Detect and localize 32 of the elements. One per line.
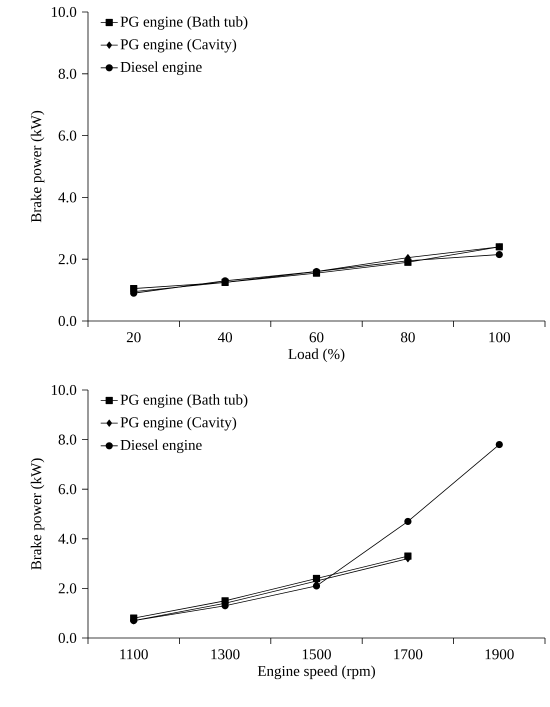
- y-tick-label: 8.0: [58, 434, 76, 445]
- x-tick-label: 40: [218, 332, 232, 342]
- x-tick-label: 1500: [302, 649, 331, 660]
- legend-label: Diesel engine: [120, 439, 202, 454]
- x-tick-label: 80: [400, 332, 415, 342]
- y-tick-label: 2.0: [58, 254, 76, 264]
- y-tick-label: 4.0: [58, 192, 76, 202]
- x-tick-label: 1300: [211, 649, 240, 660]
- y-tick-label: 6.0: [58, 484, 76, 494]
- y-tick-label: 6.0: [58, 130, 76, 141]
- legend-label: PG engine (Bath tub): [120, 394, 248, 408]
- x-tick-label: 1900: [486, 649, 514, 660]
- y-axis-title: Brake power (kW): [30, 458, 44, 570]
- y-tick-label: 0.0: [58, 316, 76, 326]
- x-axis-title: Engine speed (rpm): [258, 666, 376, 680]
- y-tick-label: 10.0: [52, 384, 76, 396]
- y-tick-label: 4.0: [58, 534, 76, 544]
- y-tick-label: 2.0: [58, 583, 76, 594]
- y-tick-label: 0.0: [58, 632, 76, 644]
- x-tick-label: 60: [310, 332, 324, 342]
- x-tick-label: 100: [489, 332, 510, 342]
- x-axis-title: Load (%): [288, 348, 344, 362]
- legend-label: Diesel engine: [120, 61, 202, 76]
- y-tick-label: 8.0: [58, 68, 76, 79]
- legend-label: PG engine (Cavity): [120, 38, 236, 52]
- legend-label: PG engine (Cavity): [120, 416, 236, 430]
- y-tick-label: 10.0: [52, 6, 76, 18]
- legend-label: PG engine (Bath tub): [120, 16, 248, 30]
- x-tick-label: 20: [126, 332, 141, 342]
- x-tick-label: 1700: [394, 649, 422, 660]
- y-axis-title: Brake power (kW): [30, 110, 44, 222]
- x-tick-label: 1100: [120, 649, 148, 660]
